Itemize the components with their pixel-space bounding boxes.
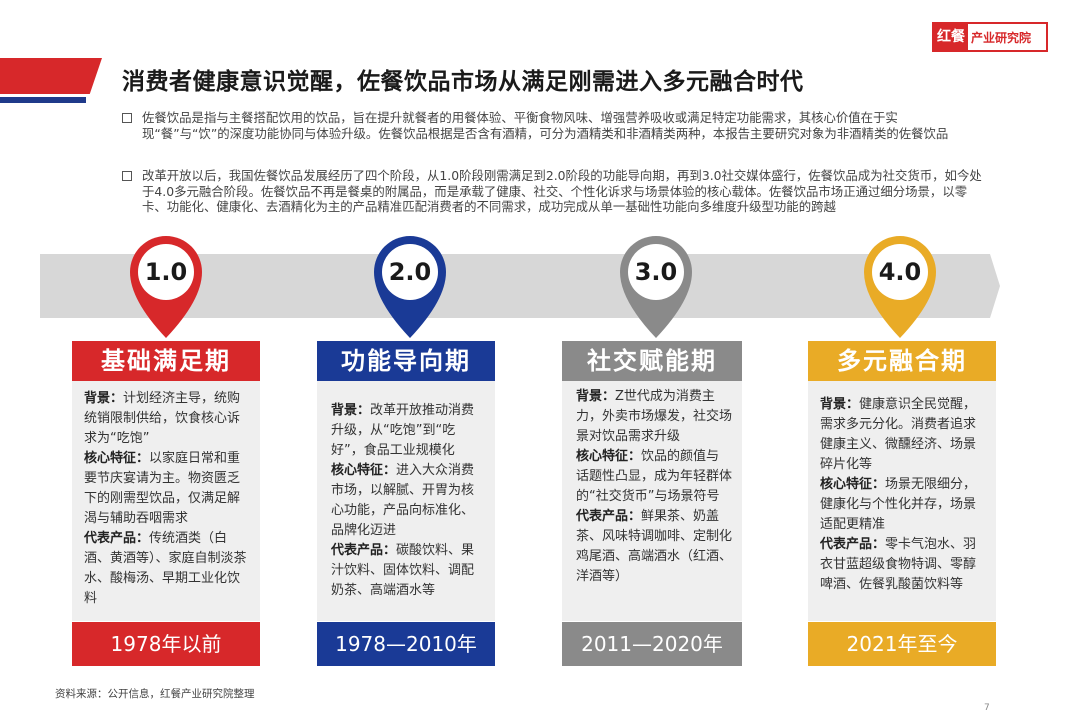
bullet-definition: 佐餐饮品是指与主餐搭配饮用的饮品，旨在提升就餐者的用餐体验、平衡食物风味、增强营…: [122, 110, 982, 141]
card-line-background: 背景：计划经济主导，统购统销限制供给，饮食核心诉求为“吃饱”: [84, 391, 241, 446]
stage-version-1: 1.0: [144, 258, 188, 286]
phase-title-3: 社交赋能期: [562, 341, 742, 381]
logo-mark: 红餐: [934, 24, 968, 50]
card-line-features: 核心特征：饮品的颜值与话题性凸显，成为年轻群体的“社交货币”与场景符号: [576, 449, 733, 504]
header-accent-red: [0, 58, 102, 94]
phase-card-2: 背景：改革开放推动消费升级，从“吃饱”到“吃好”，食品工业规模化 核心特征：进入…: [317, 381, 495, 621]
stage-version-3: 3.0: [634, 258, 678, 286]
source-note: 资料来源：公开信息，红餐产业研究院整理: [55, 688, 255, 700]
bullet-text: 佐餐饮品是指与主餐搭配饮用的饮品，旨在提升就餐者的用餐体验、平衡食物风味、增强营…: [142, 110, 949, 141]
card-line-products: 代表产品：零卡气泡水、羽衣甘蓝超级食物特调、零醇啤酒、佐餐乳酸菌饮料等: [820, 537, 977, 592]
card-line-products: 代表产品：碳酸饮料、果汁饮料、固体饮料、调配奶茶、高端酒水等: [331, 543, 475, 598]
card-line-features: 核心特征：进入大众消费市场，以解腻、开胃为核心功能，产品向标准化、品牌化迈进: [331, 463, 475, 538]
phase-years-2: 1978—2010年: [317, 622, 495, 666]
bullet-history: 改革开放以后，我国佐餐饮品发展经历了四个阶段，从1.0阶段刚需满足到2.0阶段的…: [122, 168, 982, 215]
phase-card-1: 背景：计划经济主导，统购统销限制供给，饮食核心诉求为“吃饱” 核心特征：以家庭日…: [72, 381, 260, 621]
stage-version-4: 4.0: [878, 258, 922, 286]
stage-pin-3: [620, 236, 692, 338]
card-line-features: 核心特征：以家庭日常和重要节庆宴请为主。物资匮乏下的刚需型饮品，仅满足解渴与辅助…: [84, 451, 241, 526]
phase-title-4: 多元融合期: [808, 341, 996, 381]
card-line-background: 背景：Z世代成为消费主力，外卖市场爆发，社交场景对饮品需求升级: [576, 389, 733, 444]
stage-version-2: 2.0: [388, 258, 432, 286]
bullet-text: 改革开放以后，我国佐餐饮品发展经历了四个阶段，从1.0阶段刚需满足到2.0阶段的…: [142, 168, 982, 214]
card-line-products: 代表产品：传统酒类（白酒、黄酒等）、家庭自制淡茶水、酸梅汤、早期工业化饮料: [84, 531, 247, 606]
card-line-products: 代表产品：鲜果茶、奶盖茶、风味特调咖啡、定制化鸡尾酒、高端酒水（红酒、洋酒等）: [576, 509, 733, 584]
bullet-square-icon: [122, 113, 132, 123]
phase-years-4: 2021年至今: [808, 622, 996, 666]
stage-pin-2: [374, 236, 446, 338]
page-number: 7: [984, 703, 990, 713]
brand-logo: 红餐 产业研究院: [932, 22, 1048, 52]
card-line-background: 背景：改革开放推动消费升级，从“吃饱”到“吃好”，食品工业规模化: [331, 403, 475, 458]
phase-years-3: 2011—2020年: [562, 622, 742, 666]
stage-pin-1: [130, 236, 202, 338]
phase-title-1: 基础满足期: [72, 341, 260, 381]
phase-title-2: 功能导向期: [317, 341, 495, 381]
phase-card-3: 背景：Z世代成为消费主力，外卖市场爆发，社交场景对饮品需求升级 核心特征：饮品的…: [562, 381, 742, 621]
stage-pin-4: [864, 236, 936, 338]
logo-text: 产业研究院: [971, 30, 1032, 45]
header-accent-blue: [0, 97, 86, 103]
bullet-square-icon: [122, 171, 132, 181]
card-line-background: 背景：健康意识全民觉醒，需求多元分化。消费者追求健康主义、微醺经济、场景碎片化等: [820, 397, 977, 472]
phase-years-1: 1978年以前: [72, 622, 260, 666]
phase-card-4: 背景：健康意识全民觉醒，需求多元分化。消费者追求健康主义、微醺经济、场景碎片化等…: [808, 381, 996, 621]
card-line-features: 核心特征：场景无限细分，健康化与个性化并存，场景适配更精准: [820, 477, 977, 532]
page-title: 消费者健康意识觉醒，佐餐饮品市场从满足刚需进入多元融合时代: [122, 69, 804, 95]
